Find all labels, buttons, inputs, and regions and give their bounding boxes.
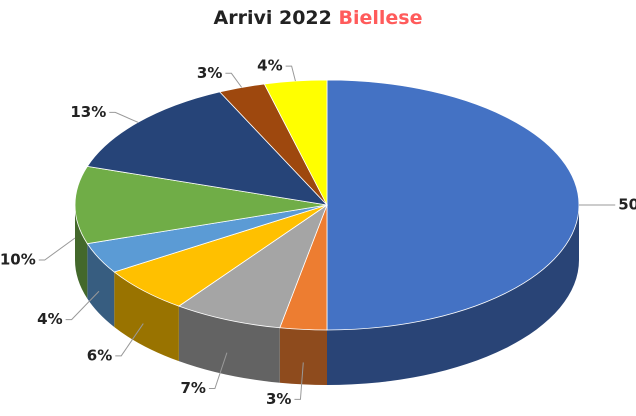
data-label: 4% (37, 310, 62, 328)
leader-line (38, 237, 76, 261)
slice-side (279, 327, 327, 385)
data-label: 7% (180, 379, 205, 397)
data-label: 6% (87, 346, 112, 364)
data-label: 3% (266, 390, 291, 408)
slice-side (87, 243, 115, 327)
leader-line (115, 323, 144, 357)
slice-side (114, 271, 179, 362)
leader-line (285, 65, 296, 82)
leader-line (225, 72, 243, 88)
leader-line (65, 290, 100, 321)
slice-side (327, 205, 579, 385)
slice (178, 203, 328, 329)
slice (86, 91, 329, 206)
data-label: 10% (0, 251, 36, 269)
leader-line (109, 111, 139, 123)
data-label: 3% (197, 64, 222, 82)
slice (263, 79, 328, 206)
slice-side (178, 306, 280, 383)
chart-title: Arrivi 2022 Biellese (214, 7, 423, 29)
slice-side (75, 205, 88, 299)
title-highlight: Biellese (338, 7, 422, 29)
title-main: Arrivi 2022 (214, 7, 332, 29)
leader-line (208, 352, 228, 389)
data-label: 50% (618, 196, 636, 214)
leader-line (294, 362, 304, 400)
data-label: 13% (70, 103, 106, 121)
slice (74, 165, 328, 245)
data-label: 4% (257, 57, 282, 75)
